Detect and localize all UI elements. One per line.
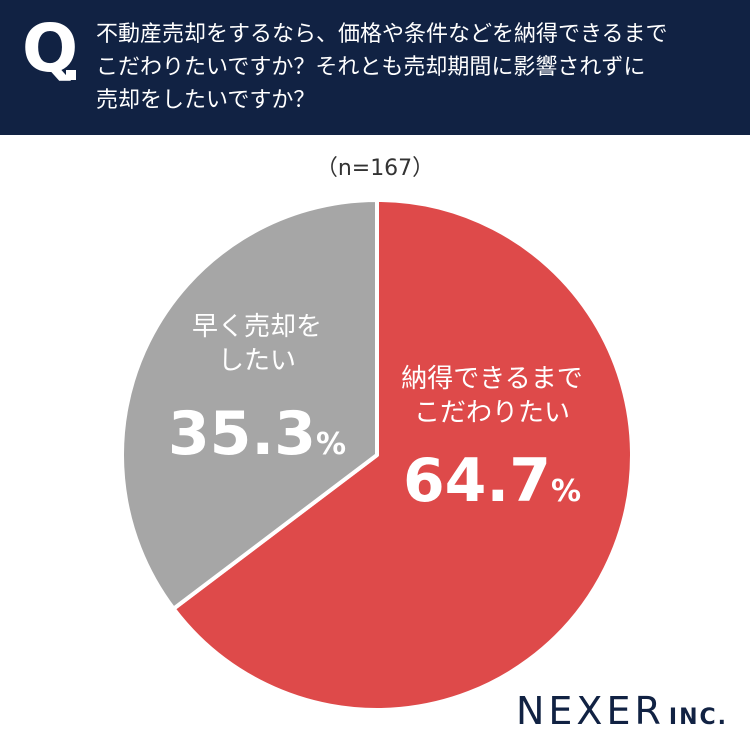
- pie-slice: [120, 198, 379, 611]
- nexer-logo: NEXER INC.: [516, 692, 728, 730]
- question-line: 売却をしたいですか？: [96, 88, 316, 113]
- slice-value: 64.7%: [403, 446, 581, 516]
- slice-label: したい: [218, 346, 296, 376]
- question-line: 不動産売却をするなら、価格や条件などを納得できるまで: [96, 22, 668, 47]
- slice-value: 35.3%: [168, 399, 346, 469]
- slice-label: こだわりたい: [414, 398, 570, 428]
- slice-label: 早く売却を: [192, 312, 322, 342]
- pie-slice: [171, 198, 634, 712]
- slice-label: 納得できるまで: [401, 364, 582, 394]
- question-line: こだわりたいですか？それとも売却期間に影響されずに: [96, 55, 646, 80]
- q-dot: [66, 70, 76, 80]
- logo-suffix: INC.: [668, 705, 728, 730]
- question-text: 不動産売却をするなら、価格や条件などを納得できるまで こだわりたいですか？それと…: [96, 18, 744, 117]
- question-header: Q 不動産売却をするなら、価格や条件などを納得できるまで こだわりたいですか？そ…: [0, 0, 750, 135]
- logo-name: NEXER: [516, 689, 665, 733]
- sample-size-label: （n=167）: [315, 156, 435, 181]
